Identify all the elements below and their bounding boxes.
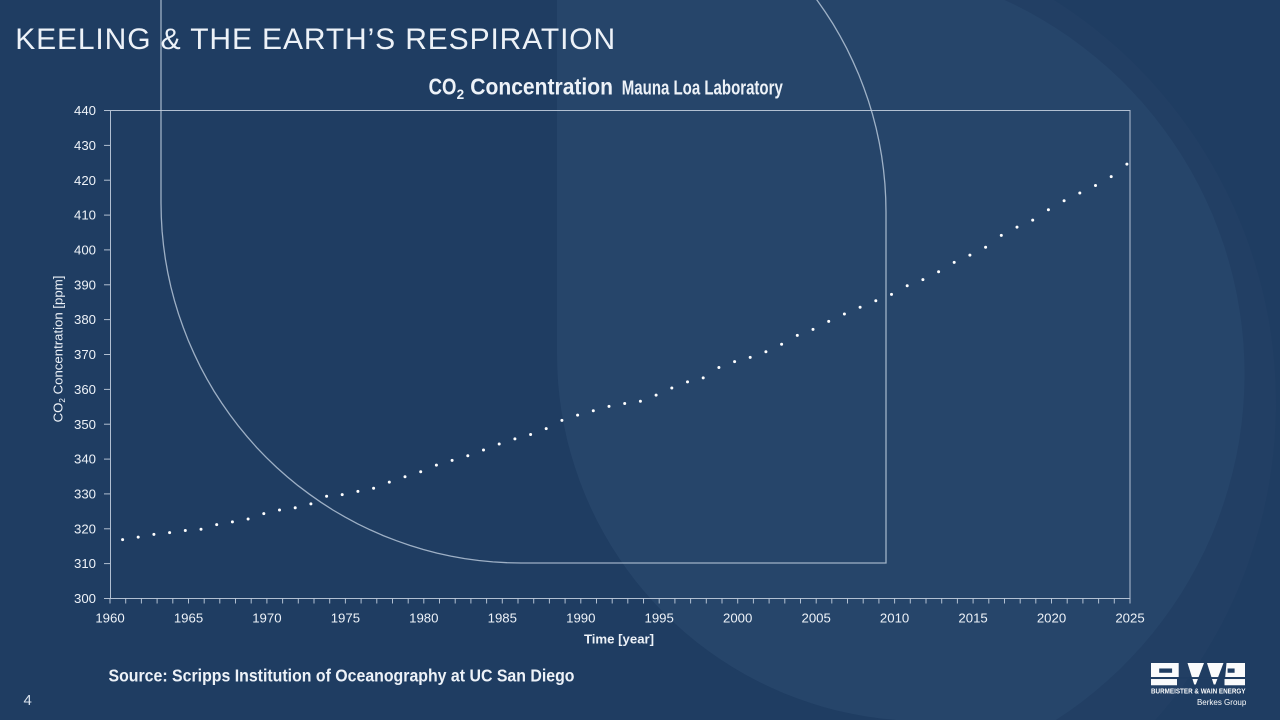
svg-text:Mauna Loa Laboratory: Mauna Loa Laboratory — [622, 77, 784, 99]
svg-text:1975: 1975 — [331, 611, 360, 626]
svg-text:330: 330 — [74, 487, 96, 502]
svg-text:2005: 2005 — [802, 611, 831, 626]
svg-text:2: 2 — [457, 87, 465, 102]
svg-text:320: 320 — [74, 521, 96, 536]
svg-text:1970: 1970 — [252, 611, 281, 626]
svg-text:350: 350 — [74, 417, 96, 432]
svg-text:440: 440 — [74, 103, 96, 118]
svg-text:KEELING & THE EARTH’S RESPIRAT: KEELING & THE EARTH’S RESPIRATION — [15, 23, 615, 56]
svg-text:360: 360 — [74, 382, 96, 397]
svg-text:2020: 2020 — [1037, 611, 1066, 626]
svg-text:2000: 2000 — [723, 611, 752, 626]
svg-text:1980: 1980 — [409, 611, 438, 626]
svg-text:1960: 1960 — [95, 611, 124, 626]
svg-text:Source: Scripps Institution of: Source: Scripps Institution of Oceanogra… — [109, 666, 575, 686]
svg-text:430: 430 — [74, 138, 96, 153]
svg-text:420: 420 — [74, 173, 96, 188]
svg-text:2015: 2015 — [958, 611, 987, 626]
svg-text:340: 340 — [74, 452, 96, 467]
svg-text:2025: 2025 — [1115, 611, 1144, 626]
svg-text:400: 400 — [74, 243, 96, 258]
svg-text:380: 380 — [74, 312, 96, 327]
svg-text:2010: 2010 — [880, 611, 909, 626]
svg-text:Concentration: Concentration — [470, 73, 613, 99]
svg-text:410: 410 — [74, 208, 96, 223]
svg-text:390: 390 — [74, 277, 96, 292]
svg-text:310: 310 — [74, 556, 96, 571]
svg-text:1965: 1965 — [174, 611, 203, 626]
svg-text:1995: 1995 — [645, 611, 674, 626]
svg-text:4: 4 — [24, 692, 32, 709]
svg-text:Berkes Group: Berkes Group — [1197, 698, 1247, 707]
svg-text:370: 370 — [74, 347, 96, 362]
svg-text:1990: 1990 — [566, 611, 595, 626]
svg-text:CO: CO — [429, 73, 457, 99]
svg-text:300: 300 — [74, 591, 96, 606]
svg-text:BURMEISTER & WAIN ENERGY: BURMEISTER & WAIN ENERGY — [1151, 687, 1246, 696]
svg-text:1985: 1985 — [488, 611, 517, 626]
svg-text:CO2 Concentration [ppm]: CO2 Concentration [ppm] — [51, 276, 68, 423]
svg-text:Time [year]: Time [year] — [584, 632, 654, 647]
